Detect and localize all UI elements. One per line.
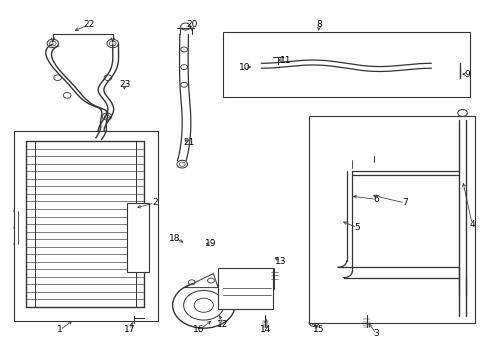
Bar (223, 32, 469, 97)
Text: 11: 11 (279, 55, 290, 64)
Text: 2: 2 (152, 198, 157, 207)
Bar (15, 131, 158, 321)
Text: 16: 16 (193, 325, 204, 334)
Text: 3: 3 (373, 329, 378, 338)
Text: 19: 19 (205, 239, 216, 248)
Bar (127, 203, 148, 272)
Text: 21: 21 (183, 139, 195, 148)
Text: 18: 18 (169, 234, 181, 243)
Text: 20: 20 (186, 20, 197, 29)
Text: 12: 12 (217, 320, 228, 329)
Bar (218, 268, 273, 309)
Text: 15: 15 (312, 325, 324, 334)
Text: 14: 14 (260, 325, 271, 334)
Text: 1: 1 (57, 325, 63, 334)
Text: 22: 22 (83, 20, 94, 29)
Bar (308, 117, 473, 323)
Text: 6: 6 (373, 195, 378, 204)
Text: 23: 23 (119, 80, 130, 89)
Text: 8: 8 (315, 20, 321, 29)
Text: 17: 17 (123, 325, 135, 334)
Text: 5: 5 (353, 223, 359, 232)
Text: 7: 7 (401, 198, 407, 207)
Text: 9: 9 (464, 70, 469, 79)
Text: 4: 4 (468, 220, 474, 229)
Text: 10: 10 (238, 63, 250, 72)
Polygon shape (184, 274, 218, 288)
Text: 13: 13 (274, 257, 285, 266)
